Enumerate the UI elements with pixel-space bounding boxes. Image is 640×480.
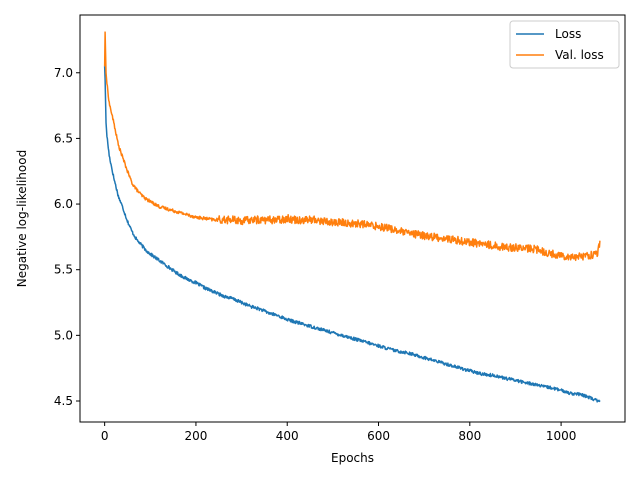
x-tick-label: 600 [367, 429, 390, 443]
series-line-1 [103, 31, 601, 262]
x-tick-label: 200 [184, 429, 207, 443]
y-tick-label: 7.0 [54, 66, 73, 80]
y-tick-label: 4.5 [54, 394, 73, 408]
x-tick-label: 800 [458, 429, 481, 443]
y-tick-label: 6.0 [54, 197, 73, 211]
series-layer [103, 31, 601, 403]
x-axis-ticks: 0 200 400 600 800 1000 [101, 422, 577, 443]
legend-label: Loss [555, 27, 581, 41]
x-tick-label: 0 [101, 429, 109, 443]
y-tick-label: 6.5 [54, 131, 73, 145]
x-axis-label: Epochs [331, 451, 374, 465]
legend-label: Val. loss [555, 48, 604, 62]
y-axis-label: Negative log-likelihood [15, 150, 29, 287]
x-tick-label: 400 [276, 429, 299, 443]
axes-frame [79, 14, 626, 423]
x-tick-label: 1000 [546, 429, 577, 443]
legend-box [509, 20, 620, 69]
series-line-0 [103, 66, 601, 403]
y-tick-label: 5.5 [54, 263, 73, 277]
y-tick-label: 5.0 [54, 328, 73, 342]
y-axis-ticks: 4.5 5.0 5.5 6.0 6.5 7.0 [54, 66, 80, 408]
legend: Loss Val. loss [509, 20, 620, 69]
